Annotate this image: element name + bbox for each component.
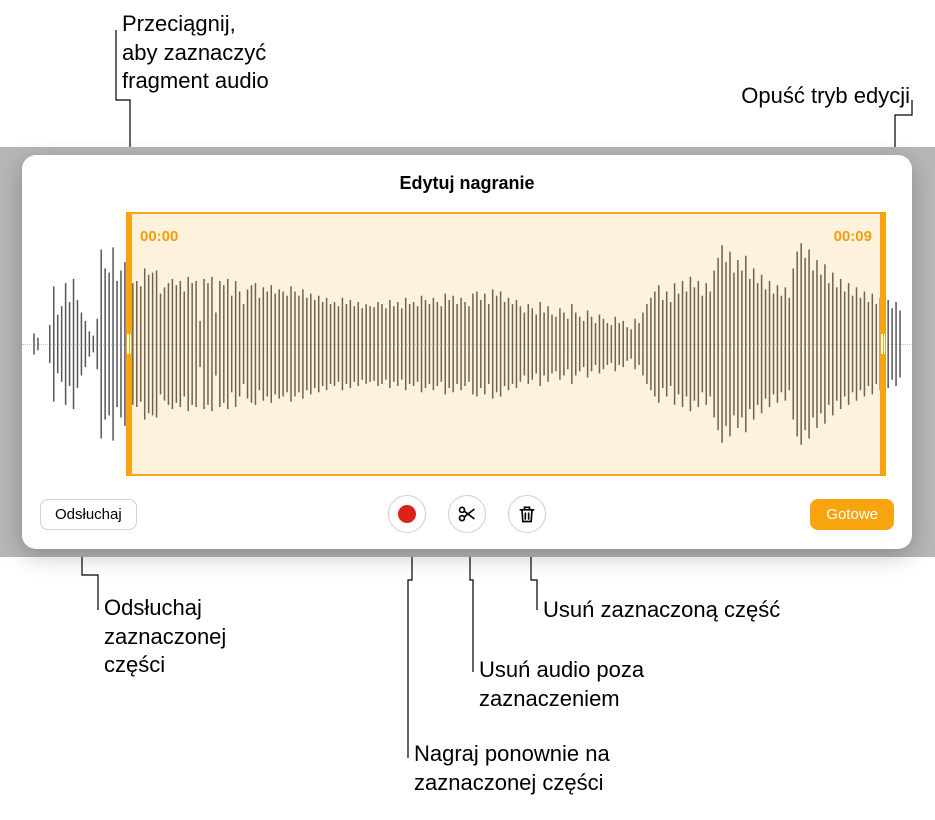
trim-button[interactable] bbox=[448, 495, 486, 533]
edit-action-icons bbox=[388, 495, 546, 533]
trash-icon bbox=[517, 504, 537, 524]
audio-edit-panel: Edytuj nagranie 00:00 00:09 Odsłuchaj bbox=[22, 155, 912, 549]
annotation-trim-outside: Usuń audio poza zaznaczeniem bbox=[479, 656, 644, 713]
done-button[interactable]: Gotowe bbox=[810, 499, 894, 530]
annotation-trim-handle: Przeciągnij, aby zaznaczyć fragment audi… bbox=[122, 10, 269, 96]
scissors-icon bbox=[457, 504, 477, 524]
panel-title: Edytuj nagranie bbox=[22, 155, 912, 194]
annotation-delete-selection: Usuń zaznaczoną część bbox=[543, 596, 780, 625]
record-icon bbox=[398, 505, 416, 523]
selection-range[interactable]: 00:00 00:09 bbox=[126, 212, 886, 476]
annotation-rerecord: Nagraj ponownie na zaznaczonej części bbox=[414, 740, 610, 797]
trim-handle-left[interactable] bbox=[126, 328, 132, 360]
selection-start-time: 00:00 bbox=[140, 228, 178, 245]
annotation-exit-edit: Opuść tryb edycji bbox=[741, 82, 910, 111]
delete-button[interactable] bbox=[508, 495, 546, 533]
annotation-listen: Odsłuchaj zaznaczonej części bbox=[104, 594, 226, 680]
trim-handle-right[interactable] bbox=[880, 328, 886, 360]
waveform-area[interactable]: 00:00 00:09 bbox=[22, 204, 912, 484]
record-button[interactable] bbox=[388, 495, 426, 533]
selection-end-time: 00:09 bbox=[834, 228, 872, 245]
bottom-controls: Odsłuchaj bbox=[22, 493, 912, 535]
listen-button[interactable]: Odsłuchaj bbox=[40, 499, 137, 530]
